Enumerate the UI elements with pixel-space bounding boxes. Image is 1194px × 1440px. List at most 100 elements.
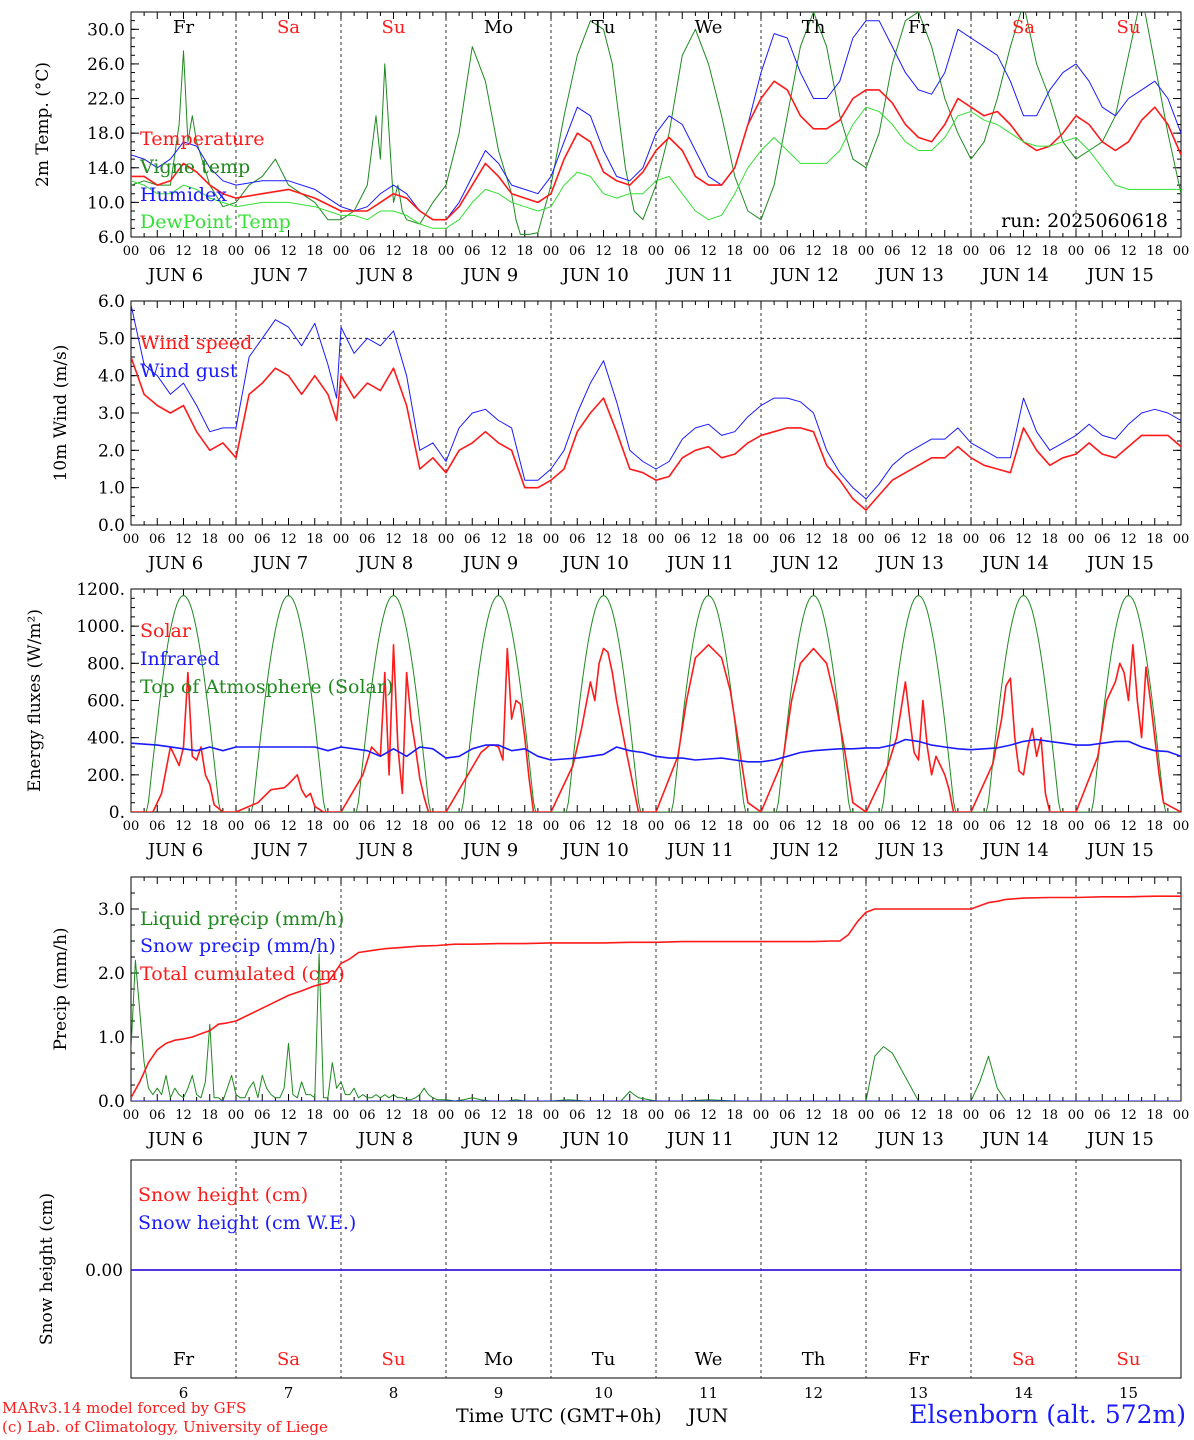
hour-tick-label: 18 [621,1108,638,1123]
day-label: Sa [1012,17,1035,38]
hour-tick-label: 18 [516,1108,533,1123]
hour-tick-label: 06 [569,819,586,834]
legend-entry: Wind speed [140,332,252,354]
day-number-label: 6 [179,1384,189,1402]
hour-tick-label: 18 [1041,1108,1058,1123]
series-group-energy [131,595,1181,812]
y-tick-label: 22.0 [87,90,125,110]
series-dewpoint-temp [131,106,1181,229]
y-axis-title: Precip (mm/h) [51,927,71,1050]
date-label: JUN 10 [560,840,629,861]
y-tick-label: 0.0 [98,516,125,536]
hour-tick-label: 18 [1146,244,1163,259]
series-temperature [131,80,1181,221]
date-label: JUN 12 [770,265,839,286]
date-label: JUN 13 [875,265,944,286]
y-axis-title: 2m Temp. (°C) [33,62,53,187]
legend-entry: Humidex [140,184,227,206]
hour-tick-label: 00 [858,532,875,547]
date-label: JUN 6 [146,265,203,286]
y-tick-label: 6.0 [98,228,125,248]
hour-tick-label: 18 [306,244,323,259]
day-label: Sa [277,1349,300,1370]
panel-frame-temp [130,11,1182,238]
hour-tick-label: 12 [1120,819,1137,834]
hour-tick-label: 06 [464,532,481,547]
hour-tick-label: 00 [858,1108,875,1123]
day-label: Fr [908,17,929,38]
x-axis-title: Time UTC (GMT+0h) [456,1405,662,1427]
hour-tick-label: 06 [779,1108,796,1123]
hour-tick-label: 18 [1146,819,1163,834]
hour-tick-label: 12 [595,532,612,547]
hour-tick-label: 18 [1041,532,1058,547]
hour-tick-label: 06 [989,532,1006,547]
hour-tick-label: 12 [490,244,507,259]
hour-tick-label: 06 [1094,819,1111,834]
date-label: JUN 13 [875,553,944,574]
date-label: JUN 12 [770,1129,839,1150]
hour-tick-label: 00 [753,1108,770,1123]
hour-tick-label: 18 [831,244,848,259]
y-tick-label: 18.0 [87,124,125,144]
y-tick-label: 0.0 [98,1092,125,1112]
hour-tick-label: 12 [1120,244,1137,259]
legend-entry: Temperature [140,128,264,150]
date-label: JUN 9 [461,265,518,286]
hour-tick-label: 18 [411,819,428,834]
hour-tick-label: 00 [438,244,455,259]
series-infrared [131,738,1181,763]
legend-entry: Infrared [140,648,220,670]
hour-tick-label: 06 [359,244,376,259]
legend-entry: Snow height (cm) [138,1184,308,1206]
hour-tick-label: 12 [280,532,297,547]
hour-tick-label: 06 [569,1108,586,1123]
hour-tick-label: 12 [490,1108,507,1123]
hour-tick-label: 12 [175,244,192,259]
hour-tick-label: 06 [359,819,376,834]
y-tick-label: 2.0 [98,441,125,461]
hour-tick-label: 12 [1015,244,1032,259]
hour-tick-label: 00 [858,819,875,834]
hour-tick-label: 18 [516,819,533,834]
day-label: We [695,1349,723,1370]
hour-tick-label: 06 [464,1108,481,1123]
hour-tick-label: 12 [280,244,297,259]
series-group-wind [131,304,1181,511]
date-label: JUN 10 [560,265,629,286]
hour-tick-label: 12 [490,819,507,834]
hour-tick-label: 18 [936,244,953,259]
hour-tick-label: 00 [1173,244,1190,259]
hour-tick-label: 06 [674,532,691,547]
y-tick-label: 800. [87,654,125,674]
date-label: JUN 12 [770,553,839,574]
hour-tick-label: 06 [674,1108,691,1123]
hour-tick-label: 06 [674,819,691,834]
day-number-label: 13 [909,1384,928,1402]
hour-tick-label: 00 [753,819,770,834]
hour-tick-label: 18 [621,532,638,547]
y-axis-title: Energy fluxes (W/m²) [25,609,45,792]
y-tick-label: 30.0 [87,20,125,40]
hour-tick-label: 06 [359,1108,376,1123]
date-label: JUN 15 [1085,840,1154,861]
y-tick-label: 1000. [76,617,125,637]
hour-tick-label: 00 [228,1108,245,1123]
hour-tick-label: 06 [884,1108,901,1123]
footer-credit-line1: MARv3.14 model forced by GFS [2,1399,247,1417]
series-wind-speed [131,356,1181,511]
y-tick-label: 3.0 [98,900,125,920]
series-total-cumulated-cm- [131,895,1181,1099]
hour-tick-label: 18 [936,532,953,547]
hour-tick-label: 00 [753,244,770,259]
hour-tick-label: 06 [569,244,586,259]
hour-tick-label: 12 [385,244,402,259]
hour-tick-label: 00 [438,532,455,547]
hour-tick-label: 06 [1094,532,1111,547]
hour-tick-label: 18 [726,819,743,834]
hour-tick-label: 06 [989,819,1006,834]
hour-tick-label: 18 [936,819,953,834]
day-label: Th [802,1349,826,1370]
hour-tick-label: 06 [254,1108,271,1123]
